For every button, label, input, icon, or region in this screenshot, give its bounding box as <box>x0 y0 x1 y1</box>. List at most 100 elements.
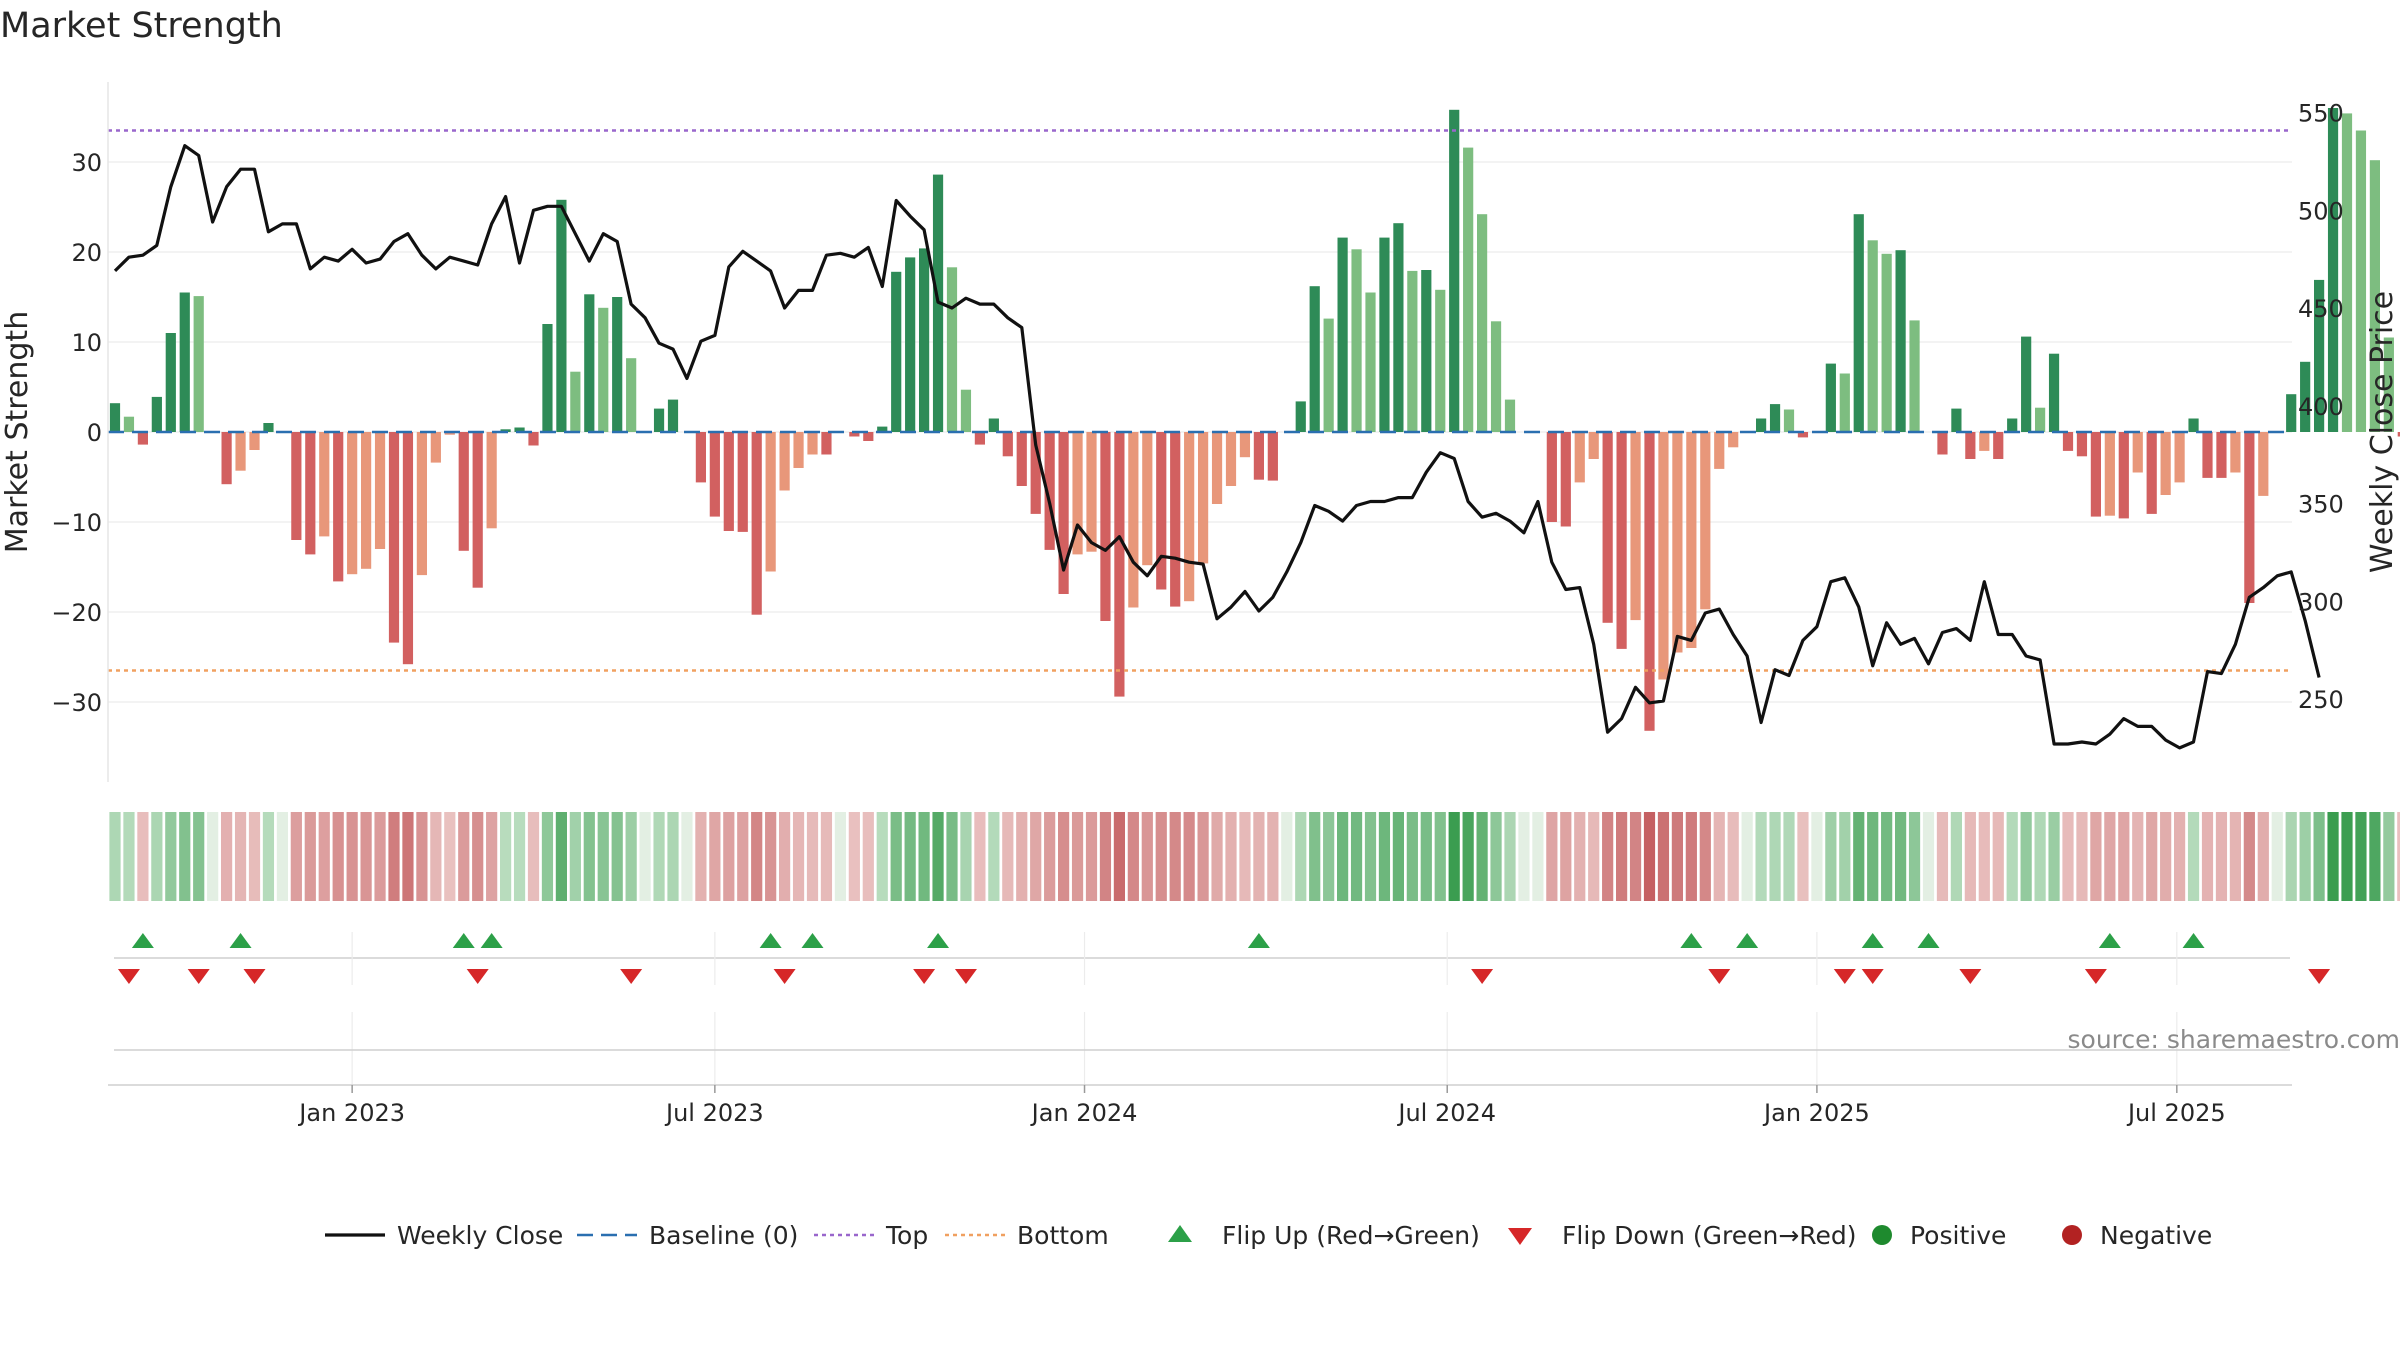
heat-cell <box>1364 812 1377 901</box>
heat-cell <box>1058 812 1070 901</box>
strength-bar <box>723 432 734 531</box>
legend-item: Top <box>814 1221 928 1250</box>
strength-bar <box>863 432 874 441</box>
strength-bar <box>347 432 358 575</box>
heat-cell <box>2341 812 2353 901</box>
strength-bar <box>291 432 302 540</box>
heat-cell <box>374 812 386 901</box>
strength-bar <box>1211 432 1223 504</box>
y2-tick-label: 400 <box>2298 393 2344 421</box>
strength-bar <box>1253 432 1264 480</box>
strength-bar <box>737 432 748 532</box>
y2-axis-title: Weekly Close Price <box>2365 291 2400 573</box>
flip-up-marker <box>1917 933 1940 948</box>
heat-cell <box>472 812 484 901</box>
heat-cell <box>876 812 888 901</box>
strength-bar <box>137 432 148 445</box>
heat-cell <box>262 812 275 901</box>
strength-bar <box>165 333 176 432</box>
heat-cell <box>806 812 819 901</box>
strength-bar <box>2021 336 2032 432</box>
strength-bar <box>849 432 860 437</box>
strength-bar <box>1016 432 1027 486</box>
flip-up-marker <box>1680 933 1703 948</box>
heat-cell <box>1769 812 1781 901</box>
heat-cell <box>1881 812 1893 901</box>
heat-cell <box>583 812 595 901</box>
strength-bar <box>2132 432 2143 473</box>
flip-down-marker <box>1708 969 1731 984</box>
strength-bar <box>1769 404 1781 432</box>
strength-bar <box>542 324 553 432</box>
legend: Weekly Close Baseline (0) Top Bottom Flip Up… <box>325 1221 2212 1250</box>
strength-bar <box>570 371 581 432</box>
heat-cell <box>597 812 609 901</box>
strength-bar <box>1588 432 1599 459</box>
strength-bar <box>2341 113 2353 433</box>
strength-bar <box>1407 270 1418 432</box>
strength-bar <box>2286 394 2297 432</box>
heat-cell <box>1099 812 1112 901</box>
heat-cell <box>458 812 470 901</box>
strength-bar <box>598 307 609 432</box>
strength-bar <box>263 423 274 432</box>
x-tick-label: Jul 2024 <box>1396 1099 1496 1127</box>
heat-cell <box>1044 812 1056 901</box>
strength-bar <box>2146 432 2157 514</box>
axis-layer: 30 20 10 0 −10 −20 −30 550 500 450 400 350 300 250 <box>51 82 2344 782</box>
heat-cell <box>444 812 456 901</box>
strength-bar <box>807 432 818 455</box>
heat-cell <box>723 812 735 901</box>
strength-bar <box>430 432 441 463</box>
heat-cell <box>2215 812 2228 901</box>
strength-bar <box>2035 407 2046 432</box>
strength-bar <box>458 432 469 551</box>
heat-cell <box>1922 812 1935 901</box>
x-tick-label: Jan 2023 <box>297 1099 405 1127</box>
heat-cell <box>318 812 330 901</box>
strength-bar <box>249 432 260 450</box>
heat-cell <box>2020 812 2032 901</box>
strength-bar <box>2230 432 2241 473</box>
heat-cell <box>1406 812 1418 901</box>
strength-bar <box>1965 432 1976 459</box>
heat-cell <box>1671 812 1683 901</box>
heat-cell <box>1350 812 1363 901</box>
heat-cell <box>1602 812 1614 901</box>
source-credit: source: sharemaestro.com <box>2068 1025 2400 1054</box>
heat-cell <box>1113 812 1125 901</box>
flip-down-marker <box>1861 969 1884 984</box>
strength-bar <box>1156 432 1167 590</box>
heat-cell <box>862 812 874 901</box>
heat-cell <box>1588 812 1600 901</box>
heat-cell <box>1546 812 1558 901</box>
heat-cell <box>402 812 414 901</box>
strength-bar <box>709 432 720 517</box>
strength-bar <box>1602 432 1613 623</box>
heat-cell <box>1434 812 1446 901</box>
legend-label: Top <box>885 1221 928 1250</box>
heat-cell <box>2076 812 2088 901</box>
flip-down-marker <box>117 969 140 984</box>
flip-up-marker <box>801 933 824 948</box>
heat-cell <box>625 812 637 901</box>
strength-bar <box>402 432 414 665</box>
strength-bar <box>1365 292 1376 432</box>
strength-bar <box>1756 418 1767 432</box>
legend-item: Bottom <box>945 1221 1109 1250</box>
strength-bar <box>1198 432 1209 564</box>
legend-swatch-negative <box>2062 1225 2082 1245</box>
strength-bar <box>1839 373 1850 432</box>
heat-cell <box>1462 812 1474 901</box>
strength-bar <box>905 257 916 432</box>
strength-bar <box>235 432 246 471</box>
heat-cell <box>332 812 344 901</box>
heat-cell <box>1867 812 1879 901</box>
strength-bar <box>2258 432 2269 496</box>
heat-cell <box>2383 812 2395 901</box>
strength-heatmap-strip <box>109 812 2400 901</box>
heat-cell <box>416 812 428 901</box>
weekly-close-line <box>113 144 2321 750</box>
heat-cell <box>1378 812 1391 901</box>
y-tick-label: −30 <box>51 689 102 717</box>
